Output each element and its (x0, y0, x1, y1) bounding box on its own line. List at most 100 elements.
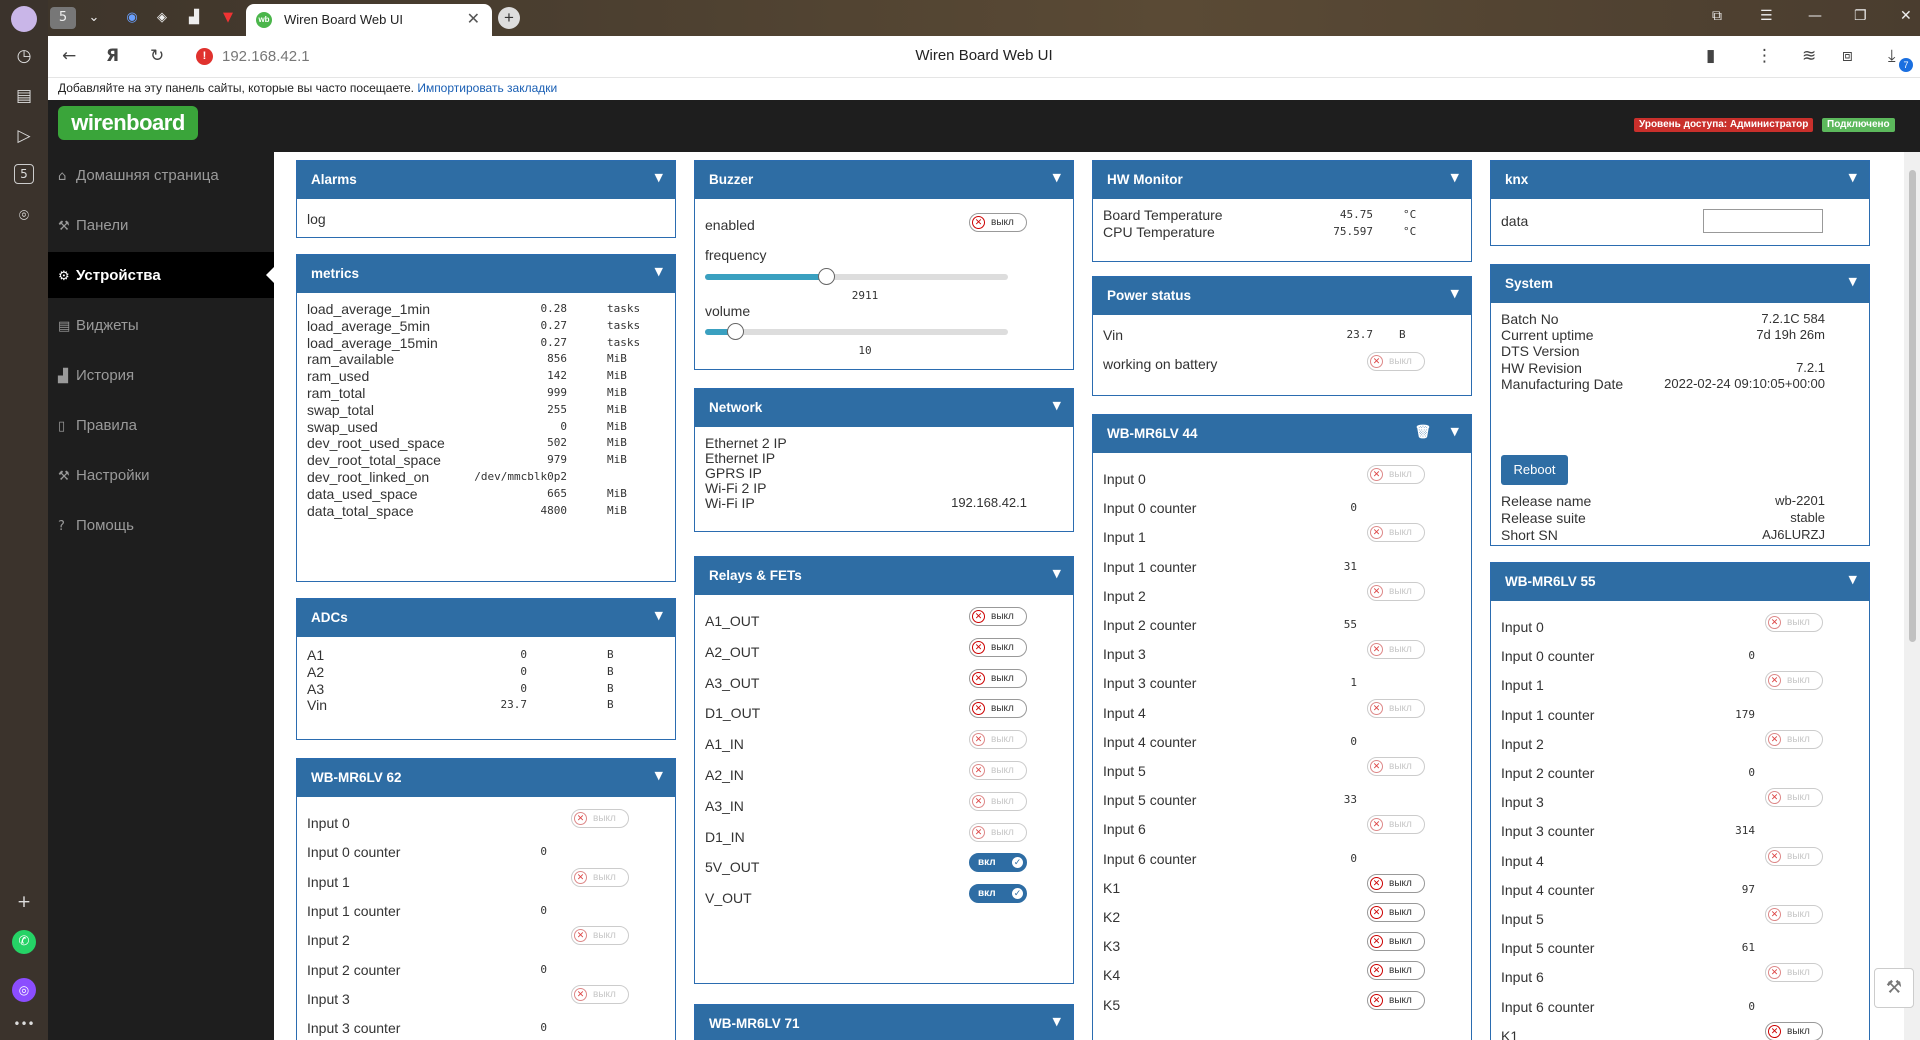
panel-header[interactable]: Alarms ▼ (297, 161, 675, 199)
bookmark-manager-icon[interactable]: ⧉ (1712, 8, 1722, 24)
state-toggle[interactable]: ✕ выкл (1367, 961, 1425, 981)
state-toggle[interactable]: ✕ выкл (969, 699, 1027, 719)
panel-header[interactable]: WB-MR6LV 44 🗑 ▼ (1093, 415, 1471, 453)
knx-data-input[interactable] (1703, 209, 1823, 233)
audio-wave-icon[interactable]: ≋ (1802, 46, 1817, 66)
import-bookmarks-link[interactable]: Импортировать закладки (417, 81, 558, 95)
close-window-icon[interactable]: ✕ (1900, 8, 1912, 24)
chevron-down-icon[interactable]: ▼ (1450, 287, 1459, 300)
state-toggle: ✕ выкл (969, 761, 1027, 780)
reload-icon[interactable]: ↻ (150, 46, 165, 66)
wirenboard-logo[interactable]: wirenboard (58, 106, 198, 140)
more-icon[interactable]: ••• (13, 1017, 35, 1031)
control-value: 0 (1748, 999, 1755, 1013)
panel-header[interactable]: Relays & FETs ▼ (695, 557, 1073, 595)
collections-icon[interactable]: ▤ (15, 86, 33, 106)
tabs-menu-chevron-icon[interactable]: ⌄ (88, 10, 100, 25)
close-tab-icon[interactable]: ✕ (466, 11, 480, 28)
more-options-icon[interactable]: ⋮ (1756, 46, 1773, 66)
sidebar-item-devices[interactable]: ⚙ Устройства (48, 252, 274, 298)
panel-header[interactable]: HW Monitor ▼ (1093, 161, 1471, 199)
control-value: 0 (1350, 734, 1357, 748)
active-tab[interactable]: wb Wiren Board Web UI ✕ (246, 4, 492, 36)
panel-header[interactable]: Network ▼ (695, 389, 1073, 427)
chevron-down-icon[interactable]: ▼ (654, 171, 663, 184)
state-toggle[interactable]: ✕ выкл (1367, 873, 1425, 893)
gear-icon: ⚙ (58, 269, 70, 284)
state-toggle[interactable]: ✕ выкл (1367, 903, 1425, 922)
state-toggle[interactable]: ✓ вкл (969, 884, 1027, 904)
chevron-down-icon[interactable]: ▼ (1052, 1015, 1061, 1028)
sidebar-item-dashboards[interactable]: ⚒ Панели (48, 202, 274, 248)
frequency-slider[interactable] (705, 268, 1008, 285)
panel-header[interactable]: WB-MR6LV 71 ▼ (695, 1005, 1073, 1040)
chevron-down-icon[interactable]: ▼ (654, 265, 663, 278)
state-toggle[interactable]: ✕ выкл (969, 637, 1027, 657)
panel-header[interactable]: metrics ▼ (297, 255, 675, 293)
reboot-button[interactable]: Reboot (1501, 455, 1568, 485)
panel-header[interactable]: ADCs ▼ (297, 599, 675, 637)
history-icon[interactable]: ◷ (16, 46, 32, 66)
volume-slider[interactable] (705, 323, 1008, 340)
panel-header[interactable]: WB-MR6LV 62 ▼ (297, 759, 675, 797)
sidebar-item-rules[interactable]: ▯ Правила (48, 402, 274, 448)
panel-header[interactable]: knx ▼ (1491, 161, 1869, 199)
chevron-down-icon[interactable]: ▼ (1052, 171, 1061, 184)
sidebar-item-home[interactable]: ⌂ Домашняя страница (48, 152, 274, 198)
restore-icon[interactable]: ❐ (1854, 8, 1867, 24)
insecure-warning-icon[interactable]: ! (196, 48, 213, 65)
chevron-down-icon[interactable]: ▼ (1052, 567, 1061, 580)
state-toggle[interactable]: ✕ выкл (969, 607, 1027, 626)
slider-handle[interactable] (818, 268, 836, 285)
sidebar-item-help[interactable]: ? Помощь (48, 502, 274, 548)
state-toggle[interactable]: ✕ выкл (969, 668, 1027, 688)
pinned-tab-icon[interactable]: ◉ (126, 10, 138, 25)
chevron-down-icon[interactable]: ▼ (1450, 425, 1459, 438)
profile-avatar[interactable] (11, 6, 37, 32)
state-toggle[interactable]: ✕ выкл (1367, 990, 1425, 1010)
url-field[interactable]: 192.168.42.1 (222, 48, 310, 65)
pinned-chart-tab-icon[interactable]: ▟ (189, 10, 199, 25)
chevron-down-icon[interactable]: ▼ (654, 609, 663, 622)
sidebar-item-settings[interactable]: ⚒ Настройки (48, 452, 274, 498)
menu-icon[interactable]: ☰ (1760, 8, 1773, 24)
add-panel-icon[interactable]: + (16, 892, 32, 912)
state-toggle[interactable]: ✕ выкл (1765, 1021, 1823, 1040)
sidebar-item-history[interactable]: ▟ История (48, 352, 274, 398)
bookmark-icon[interactable]: ▮ (1706, 46, 1716, 66)
chevron-down-icon[interactable]: ▼ (654, 769, 663, 782)
downloads-icon[interactable]: ⤓ (1888, 46, 1896, 66)
edit-wrench-button[interactable]: ⚒ (1874, 968, 1914, 1008)
panel-header[interactable]: Buzzer ▼ (695, 161, 1073, 199)
back-icon[interactable]: ← (62, 46, 77, 66)
whatsapp-icon[interactable]: ✆ (12, 930, 36, 954)
scrollbar-thumb[interactable] (1909, 170, 1916, 642)
chevron-down-icon[interactable]: ▼ (1848, 573, 1857, 586)
enabled-toggle[interactable]: ✕ выкл (969, 213, 1027, 232)
state-toggle[interactable]: ✓ вкл (969, 853, 1027, 873)
slider-handle[interactable] (727, 323, 745, 340)
panel-header[interactable]: WB-MR6LV 55 ▼ (1491, 563, 1869, 601)
tabs-count-badge[interactable]: 5 (50, 7, 76, 29)
sidebar-item-widgets[interactable]: ▤ Виджеты (48, 302, 274, 348)
side-tab-badge[interactable]: 5 (14, 164, 34, 184)
minimize-icon[interactable]: — (1808, 8, 1822, 24)
new-tab-button[interactable]: + (498, 7, 520, 29)
pinned-mail-tab-icon[interactable]: ▼ (223, 10, 233, 25)
state-toggle[interactable]: ✕ выкл (1367, 932, 1425, 952)
state-toggle: ✕ выкл (969, 791, 1027, 811)
chevron-down-icon[interactable]: ▼ (1848, 275, 1857, 288)
extensions-icon[interactable]: ⧈ (1842, 46, 1853, 66)
screenshot-icon[interactable]: ⌾ (18, 206, 30, 226)
pinned-map-tab-icon[interactable]: ◈ (157, 10, 167, 25)
chevron-down-icon[interactable]: ▼ (1848, 171, 1857, 184)
yandex-icon[interactable]: Я (106, 46, 120, 66)
trash-icon[interactable]: 🗑 (1414, 425, 1431, 440)
chevron-down-icon[interactable]: ▼ (1052, 399, 1061, 412)
video-icon[interactable]: ▷ (17, 126, 31, 146)
panel-header[interactable]: System ▼ (1491, 265, 1869, 303)
panel-header[interactable]: Power status ▼ (1093, 277, 1471, 315)
assistant-icon[interactable]: ◎ (12, 978, 36, 1002)
sidebar-item-label: История (76, 367, 135, 384)
chevron-down-icon[interactable]: ▼ (1450, 171, 1459, 184)
